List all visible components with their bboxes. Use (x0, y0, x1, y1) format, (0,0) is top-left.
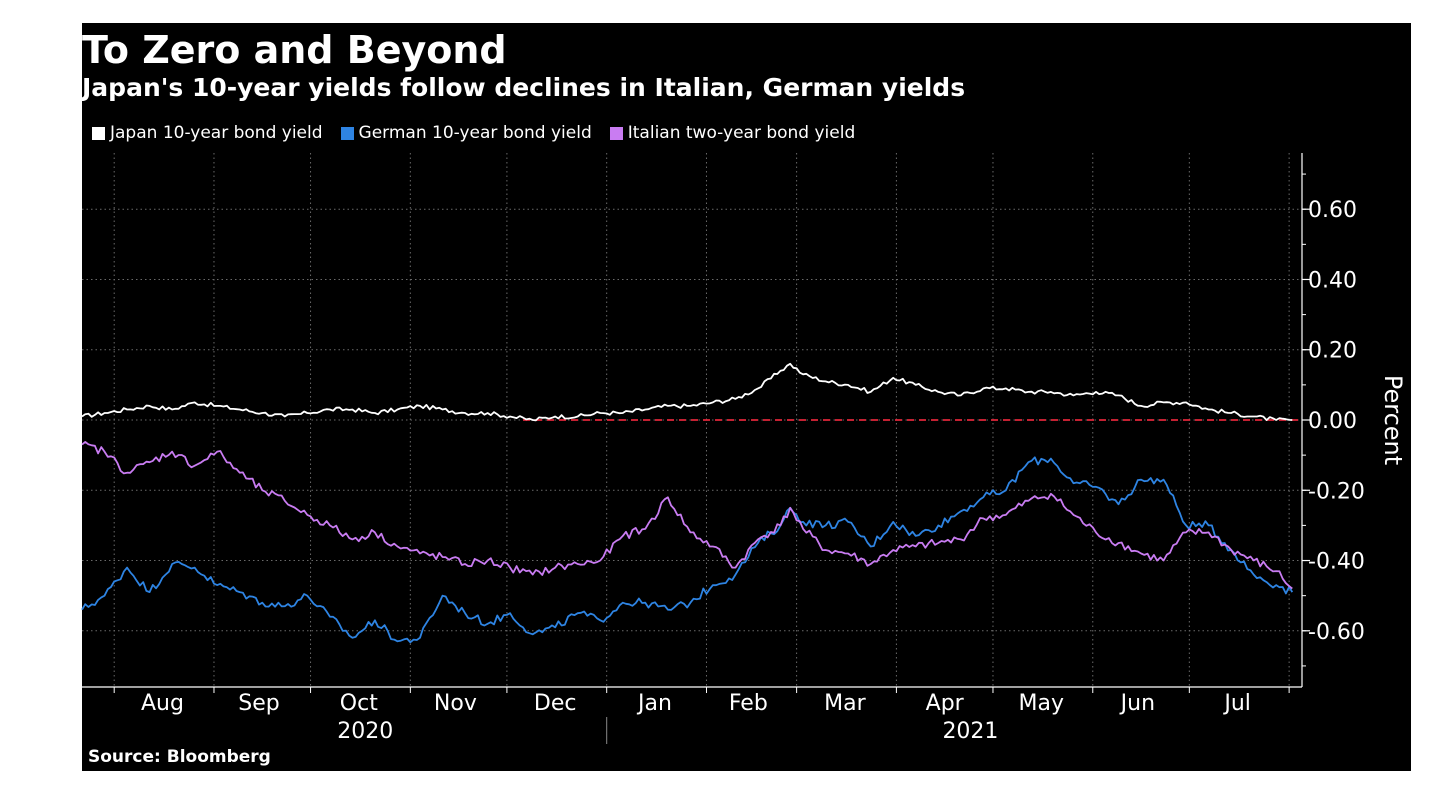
series-line-japan (81, 362, 1293, 422)
year-label: 2021 (942, 719, 998, 744)
legend-label-italian: Italian two-year bond yield (627, 123, 856, 143)
x-tick-label: Mar (824, 691, 866, 716)
chart-title: To Zero and Beyond (82, 28, 507, 72)
y-axis-title: Percent (1379, 375, 1407, 465)
axes (82, 153, 1310, 744)
x-tick-label: Jun (1119, 691, 1155, 716)
legend-item-japan: Japan 10-year bond yield (92, 122, 323, 144)
x-tick-label: Aug (141, 691, 184, 716)
y-tick-label: 0.60 (1308, 198, 1357, 223)
legend-swatch-german (340, 126, 354, 140)
chart-subtitle: Japan's 10-year yields follow declines i… (82, 73, 966, 102)
legend-item-german: German 10-year bond yield (340, 122, 592, 144)
x-tick-label: Apr (926, 691, 965, 716)
x-tick-label: Oct (340, 691, 378, 716)
y-tick-label: 0.40 (1308, 268, 1357, 293)
x-tick-label: Sep (238, 691, 279, 716)
legend-label-german: German 10-year bond yield (358, 123, 592, 143)
x-tick-label: Jul (1222, 691, 1251, 716)
y-tick-label: -0.60 (1308, 620, 1365, 645)
x-tick-label: Feb (729, 691, 768, 716)
x-tick-label: May (1019, 691, 1064, 716)
y-tick-label: 0.00 (1308, 409, 1357, 434)
tick-labels: 0.60 0.40 0.20 0.00 -0.20 -0.40 -0.60 Percent Au… (141, 198, 1407, 744)
source-note: Source: Bloomberg (88, 747, 271, 767)
series-lines (81, 362, 1302, 644)
legend-label-japan: Japan 10-year bond yield (110, 123, 323, 143)
series-line-italian (81, 440, 1293, 590)
year-label: 2020 (337, 719, 393, 744)
legend-item-italian: Italian two-year bond yield (609, 122, 856, 144)
series-line-german (81, 456, 1294, 644)
x-tick-label: Jan (636, 691, 672, 716)
x-tick-label: Dec (534, 691, 577, 716)
x-tick-label: Nov (434, 691, 477, 716)
legend-swatch-italian (609, 126, 623, 140)
y-tick-label: -0.40 (1308, 550, 1365, 575)
legend-swatch-japan (92, 126, 105, 140)
y-tick-label: 0.20 (1308, 339, 1357, 364)
legend: Japan 10-year bond yield German 10-year … (92, 122, 873, 144)
y-tick-label: -0.20 (1308, 479, 1365, 504)
